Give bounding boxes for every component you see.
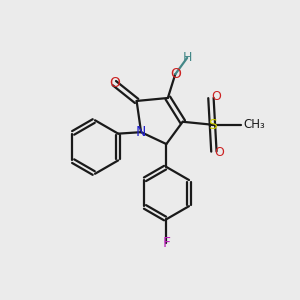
Text: S: S: [208, 118, 217, 132]
Text: F: F: [162, 236, 170, 250]
Text: O: O: [211, 90, 221, 103]
Text: H: H: [182, 51, 192, 64]
Text: O: O: [109, 76, 120, 90]
Text: N: N: [136, 125, 146, 139]
Text: O: O: [170, 67, 181, 81]
Text: O: O: [214, 146, 224, 160]
Text: CH₃: CH₃: [243, 118, 265, 131]
